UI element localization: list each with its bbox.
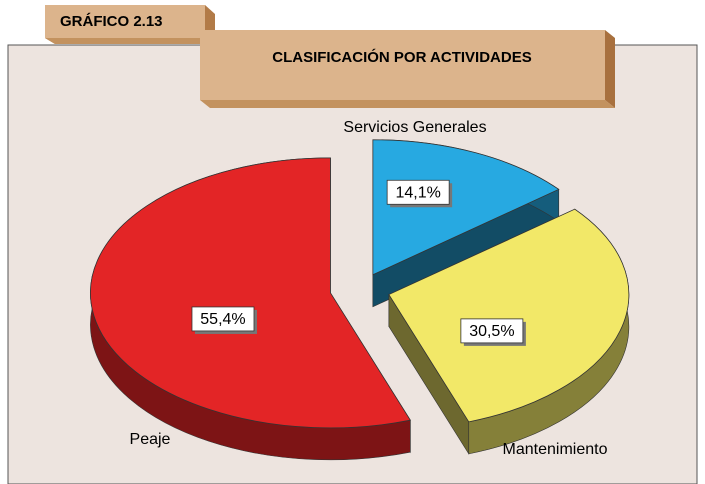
category-label: Peaje <box>130 431 171 448</box>
slice-top <box>90 157 411 429</box>
category-label: Mantenimiento <box>503 441 608 458</box>
slice-top <box>372 139 560 276</box>
value-label-box <box>460 318 524 344</box>
value-label: 55,4% <box>200 311 245 328</box>
title-tab-side <box>605 30 615 108</box>
pie <box>90 139 630 461</box>
chart-title: CLASIFICACIÓN POR ACTIVIDADES <box>272 48 531 66</box>
value-label: 14,1% <box>395 184 440 201</box>
value-label-box <box>386 179 450 205</box>
slice <box>388 208 630 455</box>
title-tab-bottom <box>200 100 615 108</box>
title-tab <box>200 30 605 100</box>
category-label: Servicios Generales <box>343 119 486 136</box>
value-label-box <box>191 306 255 332</box>
slice-top <box>388 208 630 423</box>
value-label: 30,5% <box>469 323 514 340</box>
slice <box>372 139 560 308</box>
tab <box>45 5 205 38</box>
tab-bevel <box>45 38 215 44</box>
slice <box>90 157 411 461</box>
header-label: GRÁFICO 2.13 <box>60 13 163 30</box>
